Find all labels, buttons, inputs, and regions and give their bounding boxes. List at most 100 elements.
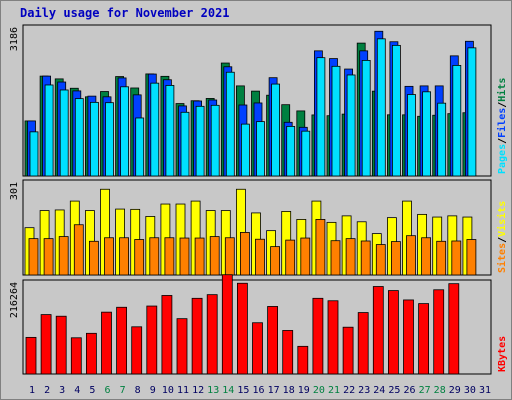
sites-bar [330,240,341,276]
x-tick-label: 18 [283,385,295,396]
kbytes-bar [297,345,309,375]
pages-bar [225,71,235,177]
sites-bar [209,236,220,276]
sites-bar [134,239,145,276]
x-tick-label: 22 [343,385,355,396]
kbytes-bar [101,311,112,375]
x-tick-label: 15 [237,385,249,396]
kbytes-bar [403,299,414,375]
sites-bar [436,240,447,276]
pages-bar [59,89,69,177]
sites-bar [58,236,69,276]
kbytes-bar [327,300,339,375]
pages-bar [44,84,54,177]
x-tick-label: 12 [192,385,204,396]
sites-bar [119,237,129,276]
x-tick-label: 27 [419,385,431,396]
x-tick-label: 5 [89,385,95,396]
sites-bar [224,237,235,276]
sites-bar [451,240,462,276]
pages-bar [422,91,432,177]
y-max-label-3: 216264 [9,282,20,318]
sites-bar [390,241,401,276]
x-tick-label: 24 [373,385,385,396]
legend-entry: Files [496,108,508,138]
x-tick-label: 29 [449,385,461,396]
x-tick-label: 20 [313,385,325,396]
kbytes-bar [116,306,127,375]
x-tick-label: 1 [29,385,35,396]
pages-bar [165,85,175,177]
pages-bar [376,38,386,177]
pages-bar [120,86,129,177]
legend-entry: KBytes [497,336,508,372]
pages-bar [407,94,416,177]
x-tick-label: 8 [135,385,141,396]
sites-bar [406,235,416,276]
kbytes-bar [342,326,354,375]
sites-bar [149,237,160,276]
x-tick-label: 23 [358,385,370,396]
x-tick-label: 13 [207,385,219,396]
x-tick-label: 16 [252,385,264,396]
legend-1: Pages/Files/Hits [496,78,508,174]
x-tick-label: 2 [44,385,50,396]
x-tick-label: 9 [150,385,156,396]
kbytes-bar [236,282,248,375]
legend-entry: Pages [497,144,508,174]
pages-bar [301,130,311,177]
sites-bar [466,239,477,276]
x-tick-label: 19 [298,385,310,396]
kbytes-bar [25,336,37,375]
sites-bar [28,238,39,276]
legend-3: KBytes [497,336,508,372]
legend-entry: / [497,102,508,108]
x-tick-label: 4 [74,385,80,396]
y-max-label-1: 3186 [9,27,20,51]
y-max-label-2: 301 [9,182,20,200]
kbytes-bar [372,286,384,375]
pages-bar [467,47,477,177]
pages-bar [331,65,341,177]
kbytes-bar [282,330,294,375]
pages-bar [271,83,281,177]
sites-bar [179,237,190,276]
pages-bar [240,123,250,177]
sites-bar [89,240,99,276]
kbytes-bar [312,297,324,375]
pages-bar [316,57,326,177]
x-tick-label: 25 [388,385,400,396]
kbytes-bar [176,318,188,375]
pages-bar [150,82,160,177]
pages-bar [391,44,401,177]
kbytes-bar [55,315,67,375]
x-tick-label: 14 [222,385,234,396]
chart-title: Daily usage for November 2021 [20,6,230,20]
x-tick-label: 31 [479,385,491,396]
sites-bar [43,238,54,276]
x-tick-label: 28 [434,385,446,396]
pages-bar [195,105,205,177]
x-tick-label: 11 [177,385,189,396]
sites-bar [104,237,114,276]
legend-entry: Visits [496,201,508,237]
kbytes-bar [206,294,218,375]
pages-bar [180,111,190,177]
sites-bar [360,240,371,276]
sites-bar [270,246,281,276]
sites-bar [300,237,311,276]
sites-bar [375,244,386,276]
kbytes-bar [448,283,460,375]
pages-bar [256,121,265,177]
kbytes-bar [161,295,173,375]
sites-bar [73,224,84,276]
x-tick-label: 7 [120,385,126,396]
x-tick-label: 26 [403,385,415,396]
legend-entry: Sites [496,243,508,273]
kbytes-bar [70,337,82,375]
pages-bar [286,125,296,177]
x-tick-label: 3 [59,385,65,396]
legend-entry: Hits [496,78,508,102]
kbytes-bar [433,289,445,375]
